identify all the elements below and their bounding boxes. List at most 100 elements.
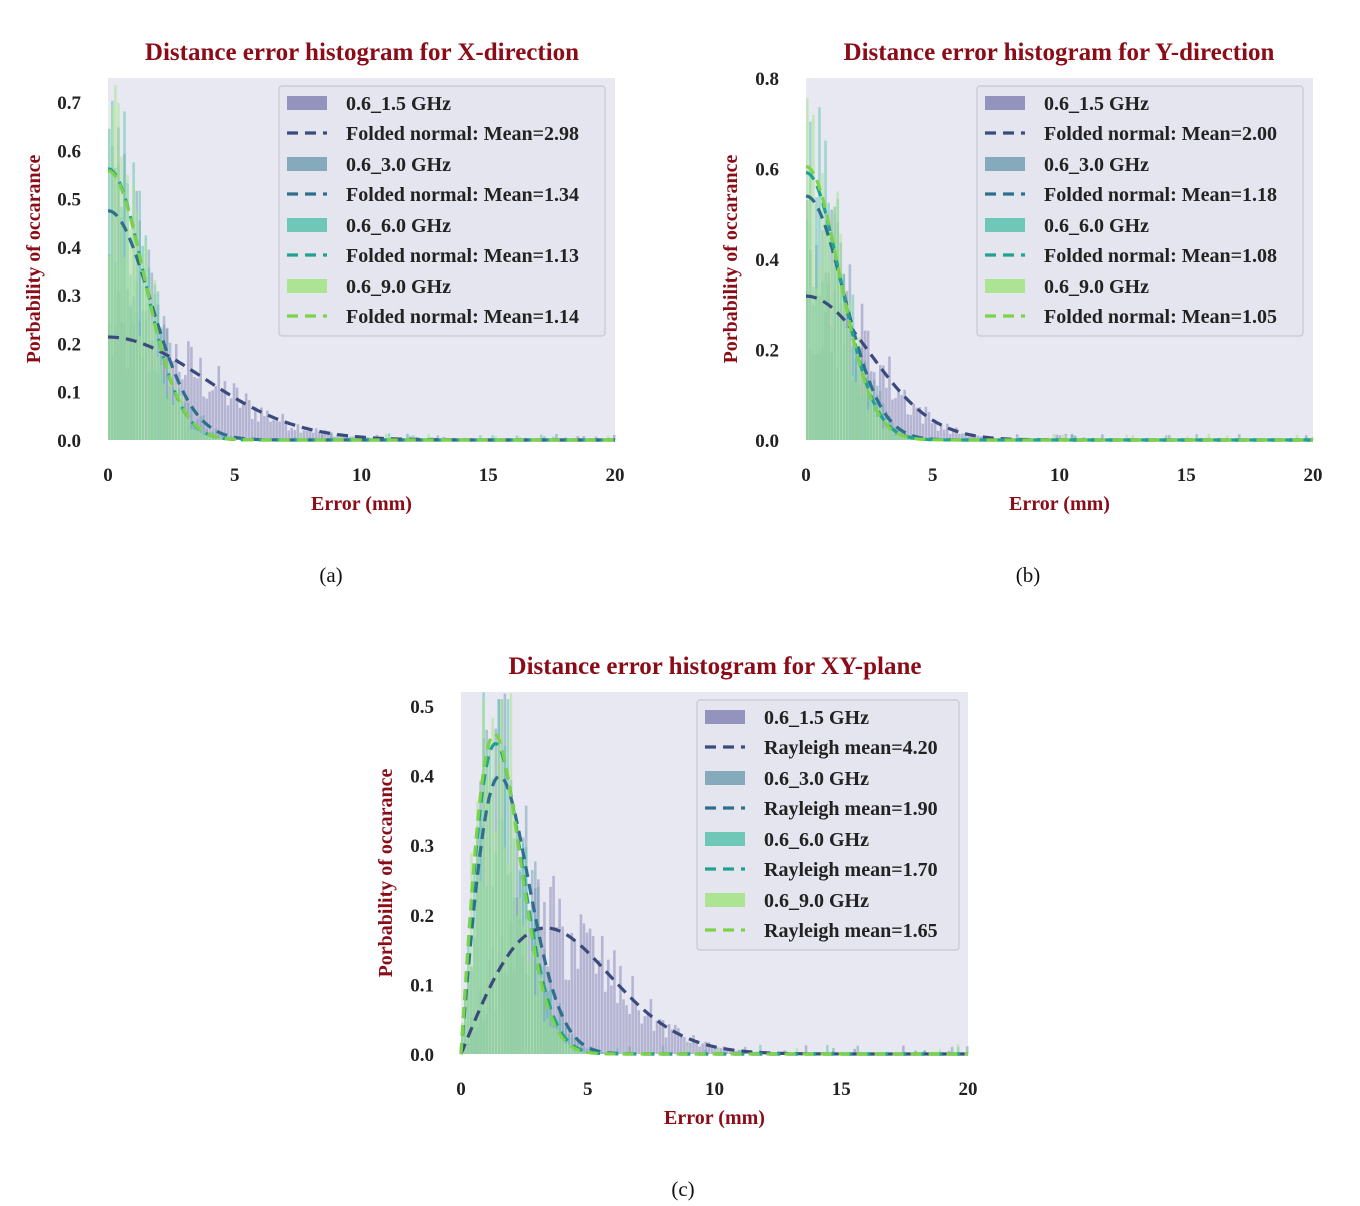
hist-bar-4 — [153, 279, 157, 440]
hist-bar-1 — [1015, 434, 1019, 440]
hist-bar-2 — [950, 1046, 954, 1054]
x-axis-label: Error (mm) — [1009, 493, 1110, 515]
legend-hist-label: 0.6_3.0 GHz — [764, 768, 869, 790]
hist-bar-1 — [223, 381, 227, 440]
x-tick-label: 5 — [928, 465, 938, 486]
hist-bar-4 — [1061, 434, 1065, 440]
hist-bar-2 — [570, 1034, 574, 1054]
hist-bar-1 — [613, 950, 616, 1054]
hist-bar-4 — [193, 429, 196, 440]
hist-bar-1 — [573, 941, 577, 1054]
hist-bar-2 — [330, 433, 333, 440]
hist-bar-4 — [827, 229, 830, 440]
legend-hist-label: 0.6_6.0 GHz — [346, 215, 451, 237]
hist-bar-1 — [229, 398, 233, 440]
hist-bar-4 — [159, 364, 163, 440]
chart-panel-b: Distance error histogram for Y-direction… — [720, 39, 1323, 587]
hist-bar-4 — [518, 898, 522, 1054]
hist-bar-2 — [588, 1046, 592, 1054]
x-tick-label: 20 — [606, 465, 625, 486]
hist-bar-1 — [257, 421, 260, 440]
hist-bar-4 — [114, 85, 117, 441]
hist-bar-1 — [272, 420, 275, 440]
x-tick-label: 0 — [103, 465, 113, 486]
hist-bar-3 — [491, 435, 494, 440]
x-tick-label: 15 — [1177, 465, 1196, 486]
x-axis-label: Error (mm) — [311, 493, 412, 515]
hist-bar-1 — [558, 898, 561, 1054]
hist-bar-4 — [576, 1050, 580, 1054]
hist-bar-1 — [673, 1024, 677, 1054]
hist-bar-1 — [640, 1023, 644, 1054]
hist-bar-1 — [232, 383, 236, 440]
hist-bar-4 — [491, 717, 495, 1054]
hist-bar-1 — [961, 433, 964, 440]
hist-bar-1 — [804, 1045, 808, 1054]
hist-bar-4 — [561, 1033, 564, 1054]
hist-bar-4 — [476, 801, 479, 1054]
hist-bar-4 — [543, 1021, 546, 1054]
hist-bar-3 — [616, 1048, 619, 1054]
hist-bar-1 — [196, 378, 199, 440]
hist-bar-4 — [165, 398, 169, 440]
hist-bar-2 — [202, 415, 205, 440]
hist-bar-4 — [144, 242, 148, 440]
hist-bar-1 — [658, 1019, 662, 1054]
legend-fit-label: Rayleigh mean=1.65 — [764, 920, 938, 942]
hist-bar-4 — [537, 938, 540, 1054]
hist-bar-3 — [826, 1044, 829, 1054]
legend-hist-label: 0.6_3.0 GHz — [346, 154, 451, 176]
hist-bar-4 — [168, 363, 172, 440]
subfigure-caption: (c) — [671, 1177, 694, 1201]
hist-bar-4 — [1064, 435, 1068, 440]
hist-bar-1 — [936, 430, 940, 440]
hist-bar-4 — [181, 395, 184, 440]
hist-bar-1 — [927, 411, 931, 440]
hist-bar-4 — [524, 918, 528, 1054]
hist-bar-4 — [1131, 434, 1135, 440]
hist-bar-1 — [945, 423, 949, 440]
hist-bar-1 — [263, 416, 266, 440]
hist-bar-1 — [594, 973, 598, 1054]
hist-bar-1 — [676, 1028, 680, 1054]
hist-bar-4 — [552, 1028, 555, 1054]
hist-bar-4 — [509, 693, 513, 1054]
hist-bar-1 — [296, 424, 300, 440]
hist-bar-1 — [918, 407, 922, 440]
hist-bar-1 — [226, 405, 230, 440]
hist-bar-3 — [412, 435, 415, 440]
y-tick-label: 0.6 — [755, 160, 779, 181]
hist-bar-4 — [494, 831, 498, 1054]
y-tick-label: 0.4 — [57, 238, 81, 259]
hist-bar-1 — [323, 430, 327, 440]
hist-bar-1 — [284, 423, 288, 440]
hist-bar-4 — [211, 436, 215, 440]
hist-bar-1 — [311, 432, 315, 440]
hist-bar-1 — [278, 421, 281, 440]
y-tick-label: 0.7 — [57, 93, 81, 114]
hist-bar-4 — [573, 1050, 577, 1054]
hist-bar-4 — [108, 256, 111, 440]
legend-hist-swatch — [985, 96, 1025, 110]
hist-bar-1 — [293, 430, 297, 440]
hist-bar-4 — [836, 191, 840, 440]
hist-bar-3 — [549, 989, 552, 1054]
hist-bar-4 — [839, 233, 843, 440]
hist-bar-1 — [208, 391, 211, 440]
hist-bar-4 — [190, 429, 193, 440]
hist-bar-4 — [464, 993, 467, 1054]
hist-bar-1 — [912, 403, 916, 440]
hist-bar-4 — [482, 699, 485, 1054]
subfigure-caption: (a) — [319, 563, 342, 587]
hist-bar-4 — [894, 435, 897, 440]
hist-bar-1 — [555, 927, 558, 1054]
hist-bar-4 — [882, 428, 885, 440]
hist-bar-4 — [686, 1046, 689, 1054]
hist-bar-1 — [305, 430, 309, 440]
hist-bar-1 — [1101, 434, 1104, 440]
y-tick-label: 0.5 — [410, 697, 434, 718]
hist-bar-1 — [214, 385, 218, 440]
hist-bar-3 — [543, 989, 546, 1054]
hist-bar-1 — [906, 414, 909, 440]
